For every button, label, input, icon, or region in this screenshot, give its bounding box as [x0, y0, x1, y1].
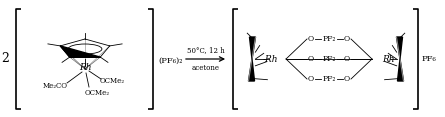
Text: -Rh: -Rh	[262, 55, 278, 64]
Text: Rh: Rh	[79, 64, 91, 73]
Text: 2: 2	[1, 53, 9, 66]
Polygon shape	[60, 46, 100, 57]
Text: PF₆: PF₆	[422, 55, 437, 63]
Text: O: O	[308, 75, 314, 83]
Text: OCMe₂: OCMe₂	[85, 89, 109, 97]
Text: OCMe₂: OCMe₂	[100, 77, 125, 85]
Text: PF₂: PF₂	[322, 75, 336, 83]
Text: 50°C, 12 h: 50°C, 12 h	[186, 46, 224, 54]
Text: Rh: Rh	[382, 55, 394, 64]
Text: O: O	[344, 55, 350, 63]
Text: O: O	[344, 35, 350, 43]
Text: (PF₆)₂: (PF₆)₂	[158, 57, 182, 65]
Text: PF₂: PF₂	[322, 55, 336, 63]
Polygon shape	[248, 37, 255, 81]
Text: Me₂CO: Me₂CO	[43, 82, 68, 90]
Text: PF₂: PF₂	[322, 35, 336, 43]
Text: O: O	[308, 35, 314, 43]
Text: O: O	[308, 55, 314, 63]
Polygon shape	[396, 37, 404, 81]
Text: acetone: acetone	[191, 64, 219, 72]
Text: O: O	[344, 75, 350, 83]
